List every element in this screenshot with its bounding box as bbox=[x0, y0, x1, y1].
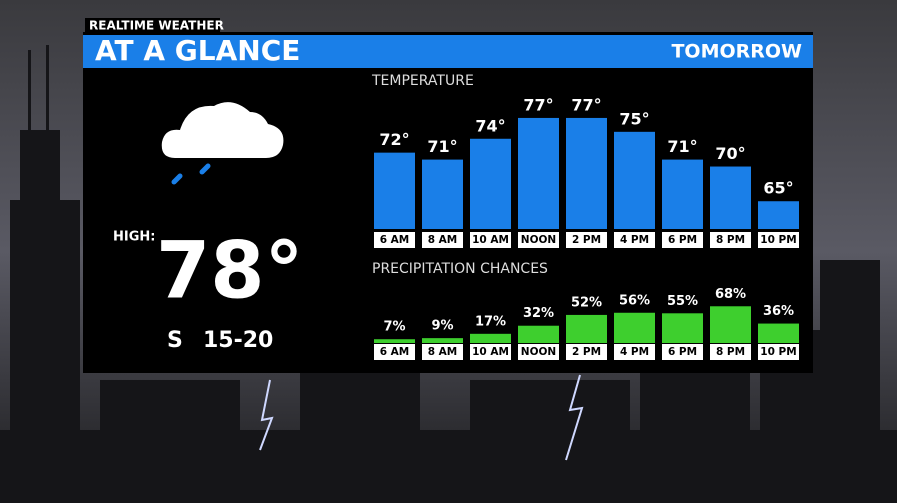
category-box bbox=[614, 232, 655, 248]
bar bbox=[422, 159, 463, 229]
category-box bbox=[566, 344, 607, 360]
bar bbox=[662, 159, 703, 229]
bar bbox=[566, 117, 607, 229]
category-label: 4 PM bbox=[620, 234, 649, 246]
category-box bbox=[758, 232, 799, 248]
section-title: TEMPERATURE bbox=[371, 73, 474, 89]
category-label: 8 AM bbox=[428, 346, 458, 358]
section-title: PRECIPITATION CHANCES bbox=[372, 261, 548, 277]
category-label: 4 PM bbox=[620, 346, 649, 358]
high-temp: 78° bbox=[156, 226, 304, 316]
rain-icon bbox=[161, 102, 284, 185]
category-label: 8 PM bbox=[716, 234, 745, 246]
value-label: 32% bbox=[523, 306, 554, 321]
category-box bbox=[758, 344, 799, 360]
value-label: 68% bbox=[715, 287, 746, 302]
category-box bbox=[662, 232, 703, 248]
value-label: 9% bbox=[431, 319, 453, 334]
category-label: 6 AM bbox=[380, 346, 410, 358]
brand-tag bbox=[85, 18, 220, 34]
value-label: 70° bbox=[715, 144, 745, 163]
category-box bbox=[710, 232, 751, 248]
category-box bbox=[566, 232, 607, 248]
bar bbox=[710, 306, 751, 343]
bar bbox=[374, 152, 415, 229]
category-box bbox=[518, 232, 559, 248]
bar bbox=[662, 313, 703, 343]
value-label: 17% bbox=[475, 314, 506, 329]
bar bbox=[518, 325, 559, 343]
value-label: 55% bbox=[667, 294, 698, 309]
wind-speed: 15-20 bbox=[203, 328, 273, 353]
bar bbox=[710, 166, 751, 229]
category-box bbox=[518, 344, 559, 360]
wind-direction: S bbox=[167, 328, 183, 353]
category-box bbox=[422, 344, 463, 360]
category-box bbox=[422, 232, 463, 248]
category-box bbox=[470, 232, 511, 248]
bar bbox=[758, 201, 799, 229]
value-label: 56% bbox=[619, 293, 650, 308]
value-label: 65° bbox=[763, 179, 793, 198]
category-box bbox=[374, 344, 415, 360]
high-label: HIGH: bbox=[113, 230, 155, 245]
category-label: 10 PM bbox=[760, 346, 796, 358]
category-box bbox=[710, 344, 751, 360]
category-box bbox=[470, 344, 511, 360]
category-label: 6 PM bbox=[668, 234, 697, 246]
bar bbox=[470, 333, 511, 343]
value-label: 74° bbox=[475, 116, 505, 135]
category-label: 8 AM bbox=[428, 234, 458, 246]
category-label: 2 PM bbox=[572, 234, 601, 246]
lightning bbox=[565, 374, 584, 461]
bar bbox=[614, 131, 655, 229]
value-label: 71° bbox=[667, 137, 697, 156]
value-label: 52% bbox=[571, 295, 602, 310]
bar bbox=[422, 338, 463, 343]
category-label: 10 AM bbox=[472, 234, 509, 246]
category-box bbox=[662, 344, 703, 360]
value-label: 77° bbox=[571, 95, 601, 114]
value-label: 72° bbox=[379, 130, 409, 149]
category-label: 6 AM bbox=[380, 234, 410, 246]
header-bar bbox=[83, 35, 813, 68]
category-label: NOON bbox=[521, 234, 556, 246]
bar bbox=[374, 339, 415, 343]
value-label: 77° bbox=[523, 95, 553, 114]
value-label: 75° bbox=[619, 109, 649, 128]
bar bbox=[470, 138, 511, 229]
category-box bbox=[374, 232, 415, 248]
category-label: NOON bbox=[521, 346, 556, 358]
header-title: AT A GLANCE bbox=[95, 34, 300, 67]
value-label: 71° bbox=[427, 137, 457, 156]
value-label: 36% bbox=[763, 304, 794, 319]
category-label: 6 PM bbox=[668, 346, 697, 358]
category-label: 10 PM bbox=[760, 234, 796, 246]
header-period: TOMORROW bbox=[671, 41, 802, 63]
category-label: 2 PM bbox=[572, 346, 601, 358]
category-label: 10 AM bbox=[472, 346, 509, 358]
brand: REALTIME WEATHER bbox=[89, 19, 224, 33]
category-label: 8 PM bbox=[716, 346, 745, 358]
bar bbox=[566, 314, 607, 343]
bar bbox=[518, 117, 559, 229]
value-label: 7% bbox=[383, 320, 405, 335]
lightning bbox=[259, 379, 274, 451]
bar bbox=[614, 312, 655, 343]
category-box bbox=[614, 344, 655, 360]
bar bbox=[758, 323, 799, 343]
